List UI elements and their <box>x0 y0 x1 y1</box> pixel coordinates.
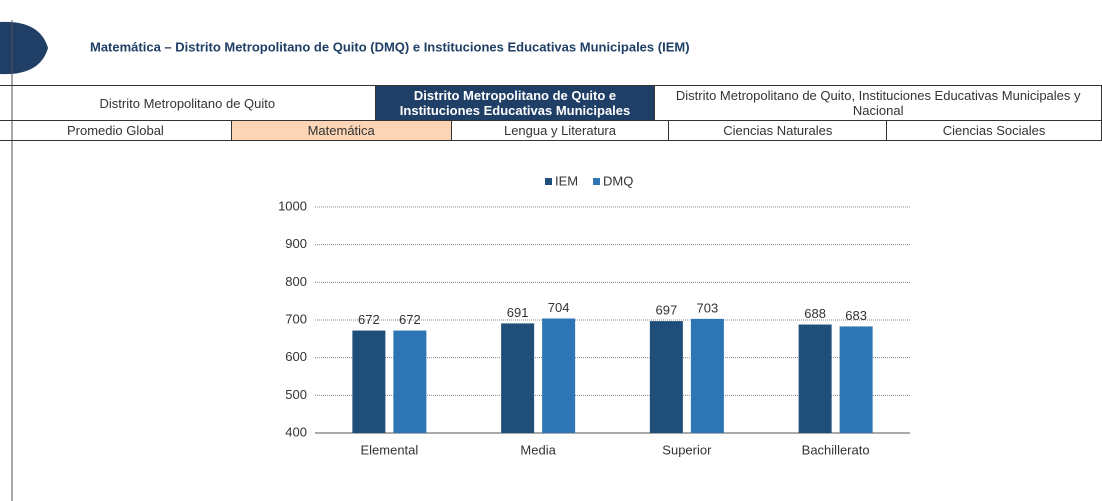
tab[interactable]: Ciencias Naturales <box>668 120 888 141</box>
value-label: 688 <box>804 306 826 321</box>
tab[interactable]: Matemática <box>230 120 452 141</box>
y-tick-label: 600 <box>285 349 307 364</box>
y-tick-label: 500 <box>285 387 307 402</box>
x-tick-label: Superior <box>662 442 712 457</box>
value-label: 683 <box>845 308 867 323</box>
y-tick-label: 800 <box>285 274 307 289</box>
y-tick-label: 1000 <box>278 198 307 213</box>
scope-tabs: Distrito Metropolitano de Quito Distrito … <box>0 85 1102 121</box>
y-tick-label: 700 <box>285 311 307 326</box>
x-tick-label: Media <box>520 442 556 457</box>
value-label: 672 <box>358 312 380 327</box>
y-tick-label: 900 <box>285 236 307 251</box>
value-label: 697 <box>656 303 678 318</box>
legend-label: IEM <box>555 173 578 188</box>
legend-swatch <box>593 178 600 185</box>
legend-label: DMQ <box>603 173 633 188</box>
tab[interactable]: Distrito Metropolitano de Quito, Institu… <box>654 85 1102 121</box>
tab[interactable]: Ciencias Sociales <box>886 120 1102 141</box>
bar <box>690 318 724 433</box>
bar <box>501 323 535 433</box>
value-label: 691 <box>507 305 529 320</box>
value-label: 704 <box>548 300 570 315</box>
tab[interactable]: Lengua y Literatura <box>450 120 670 141</box>
x-tick-label: Elemental <box>360 442 418 457</box>
value-label: 703 <box>697 300 719 315</box>
y-tick-label: 400 <box>285 424 307 439</box>
bar <box>352 330 386 433</box>
subject-tabs: Promedio Global Matemática Lengua y Litera… <box>0 120 1102 141</box>
page-title: Matemática – Distrito Metropolitano de Q… <box>90 39 690 54</box>
value-label: 672 <box>399 312 421 327</box>
bar <box>798 324 832 433</box>
legend-swatch <box>545 178 552 185</box>
bar <box>649 321 683 433</box>
bar <box>839 326 873 433</box>
tab[interactable]: Distrito Metropolitano de Quito <box>0 85 376 121</box>
tab[interactable]: Promedio Global <box>0 120 232 141</box>
chart: 400 500 600 700 800 900 1000 IEM DMQ Elemental 672… <box>278 173 910 457</box>
bar <box>393 330 427 433</box>
bar <box>542 318 576 433</box>
logo-shape <box>0 21 48 75</box>
x-tick-label: Bachillerato <box>802 442 870 457</box>
tab[interactable]: Distrito Metropolitano de Quito e Instit… <box>374 85 656 121</box>
